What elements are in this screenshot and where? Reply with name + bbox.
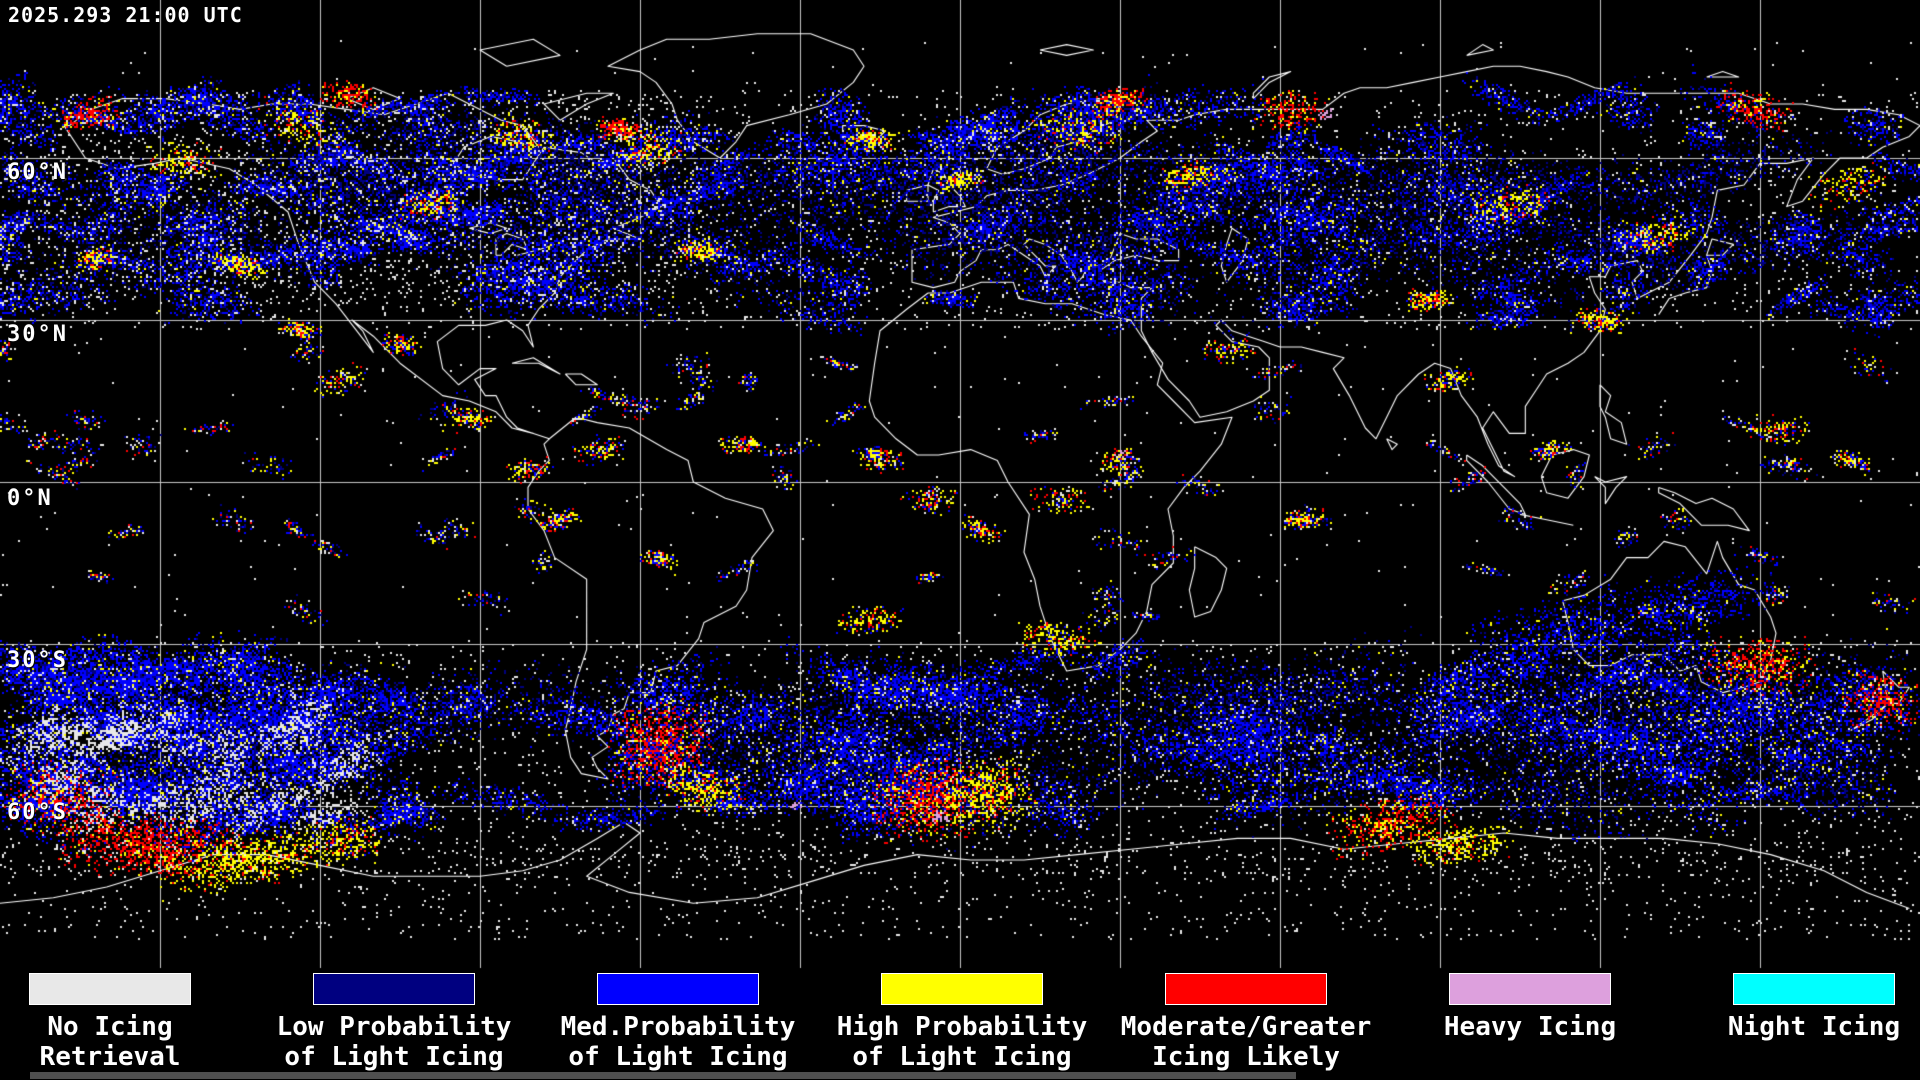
legend-item-moderate-greater: Moderate/Greater Icing Likely xyxy=(1104,970,1388,1072)
legend-label-line2: of Light Icing xyxy=(284,1042,504,1072)
legend-label-line2: of Light Icing xyxy=(568,1042,788,1072)
legend-label-line1: Night Icing xyxy=(1727,1012,1901,1042)
legend-label-line1: Heavy Icing xyxy=(1443,1012,1617,1042)
legend-label-line1: No Icing xyxy=(47,1012,173,1042)
lat-label-60s: 60°S xyxy=(7,800,68,825)
legend-label-line1: Moderate/Greater xyxy=(1120,1012,1372,1042)
legend-swatch-high-prob xyxy=(881,973,1043,1005)
legend-swatch-night-icing xyxy=(1733,973,1895,1005)
legend-swatch-moderate-greater xyxy=(1165,973,1327,1005)
legend-item-med-prob: Med.Probability of Light Icing xyxy=(536,970,820,1072)
legend-item-high-prob: High Probability of Light Icing xyxy=(820,970,1104,1072)
lat-label-30n: 30°N xyxy=(7,322,68,347)
legend-label-line2 xyxy=(1672,1042,1920,1072)
world-icing-map-canvas xyxy=(0,0,1920,972)
lat-label-60n: 60°N xyxy=(7,160,68,185)
lat-label-30s: 30°S xyxy=(7,648,68,673)
frame-timestamp: 2025.293 21:00 UTC xyxy=(8,3,243,27)
legend-item-low-prob: Low Probability of Light Icing xyxy=(252,970,536,1072)
legend-label-line2: Icing Likely xyxy=(1152,1042,1340,1072)
legend: No Icing Retrieval Low Probability of Li… xyxy=(0,970,1920,1073)
lat-label-0n: 0°N xyxy=(7,486,53,511)
legend-item-heavy-icing: Heavy Icing xyxy=(1388,970,1672,1072)
legend-swatch-med-prob xyxy=(597,973,759,1005)
legend-label-line1: Med.Probability xyxy=(560,1012,796,1042)
legend-item-no-icing-retrieval: No Icing Retrieval xyxy=(0,970,252,1072)
legend-item-night-icing: Night Icing xyxy=(1672,970,1920,1072)
legend-swatch-heavy-icing xyxy=(1449,973,1611,1005)
legend-label-line1: High Probability xyxy=(836,1012,1088,1042)
legend-label-line2: Retrieval xyxy=(39,1042,181,1072)
legend-label-line2: of Light Icing xyxy=(852,1042,1072,1072)
legend-label-line2 xyxy=(1388,1042,1672,1072)
legend-swatch-low-prob xyxy=(313,973,475,1005)
legend-label-line1: Low Probability xyxy=(276,1012,512,1042)
legend-swatch-no-icing-retrieval xyxy=(29,973,191,1005)
loop-progress-bar[interactable] xyxy=(30,1072,1296,1079)
